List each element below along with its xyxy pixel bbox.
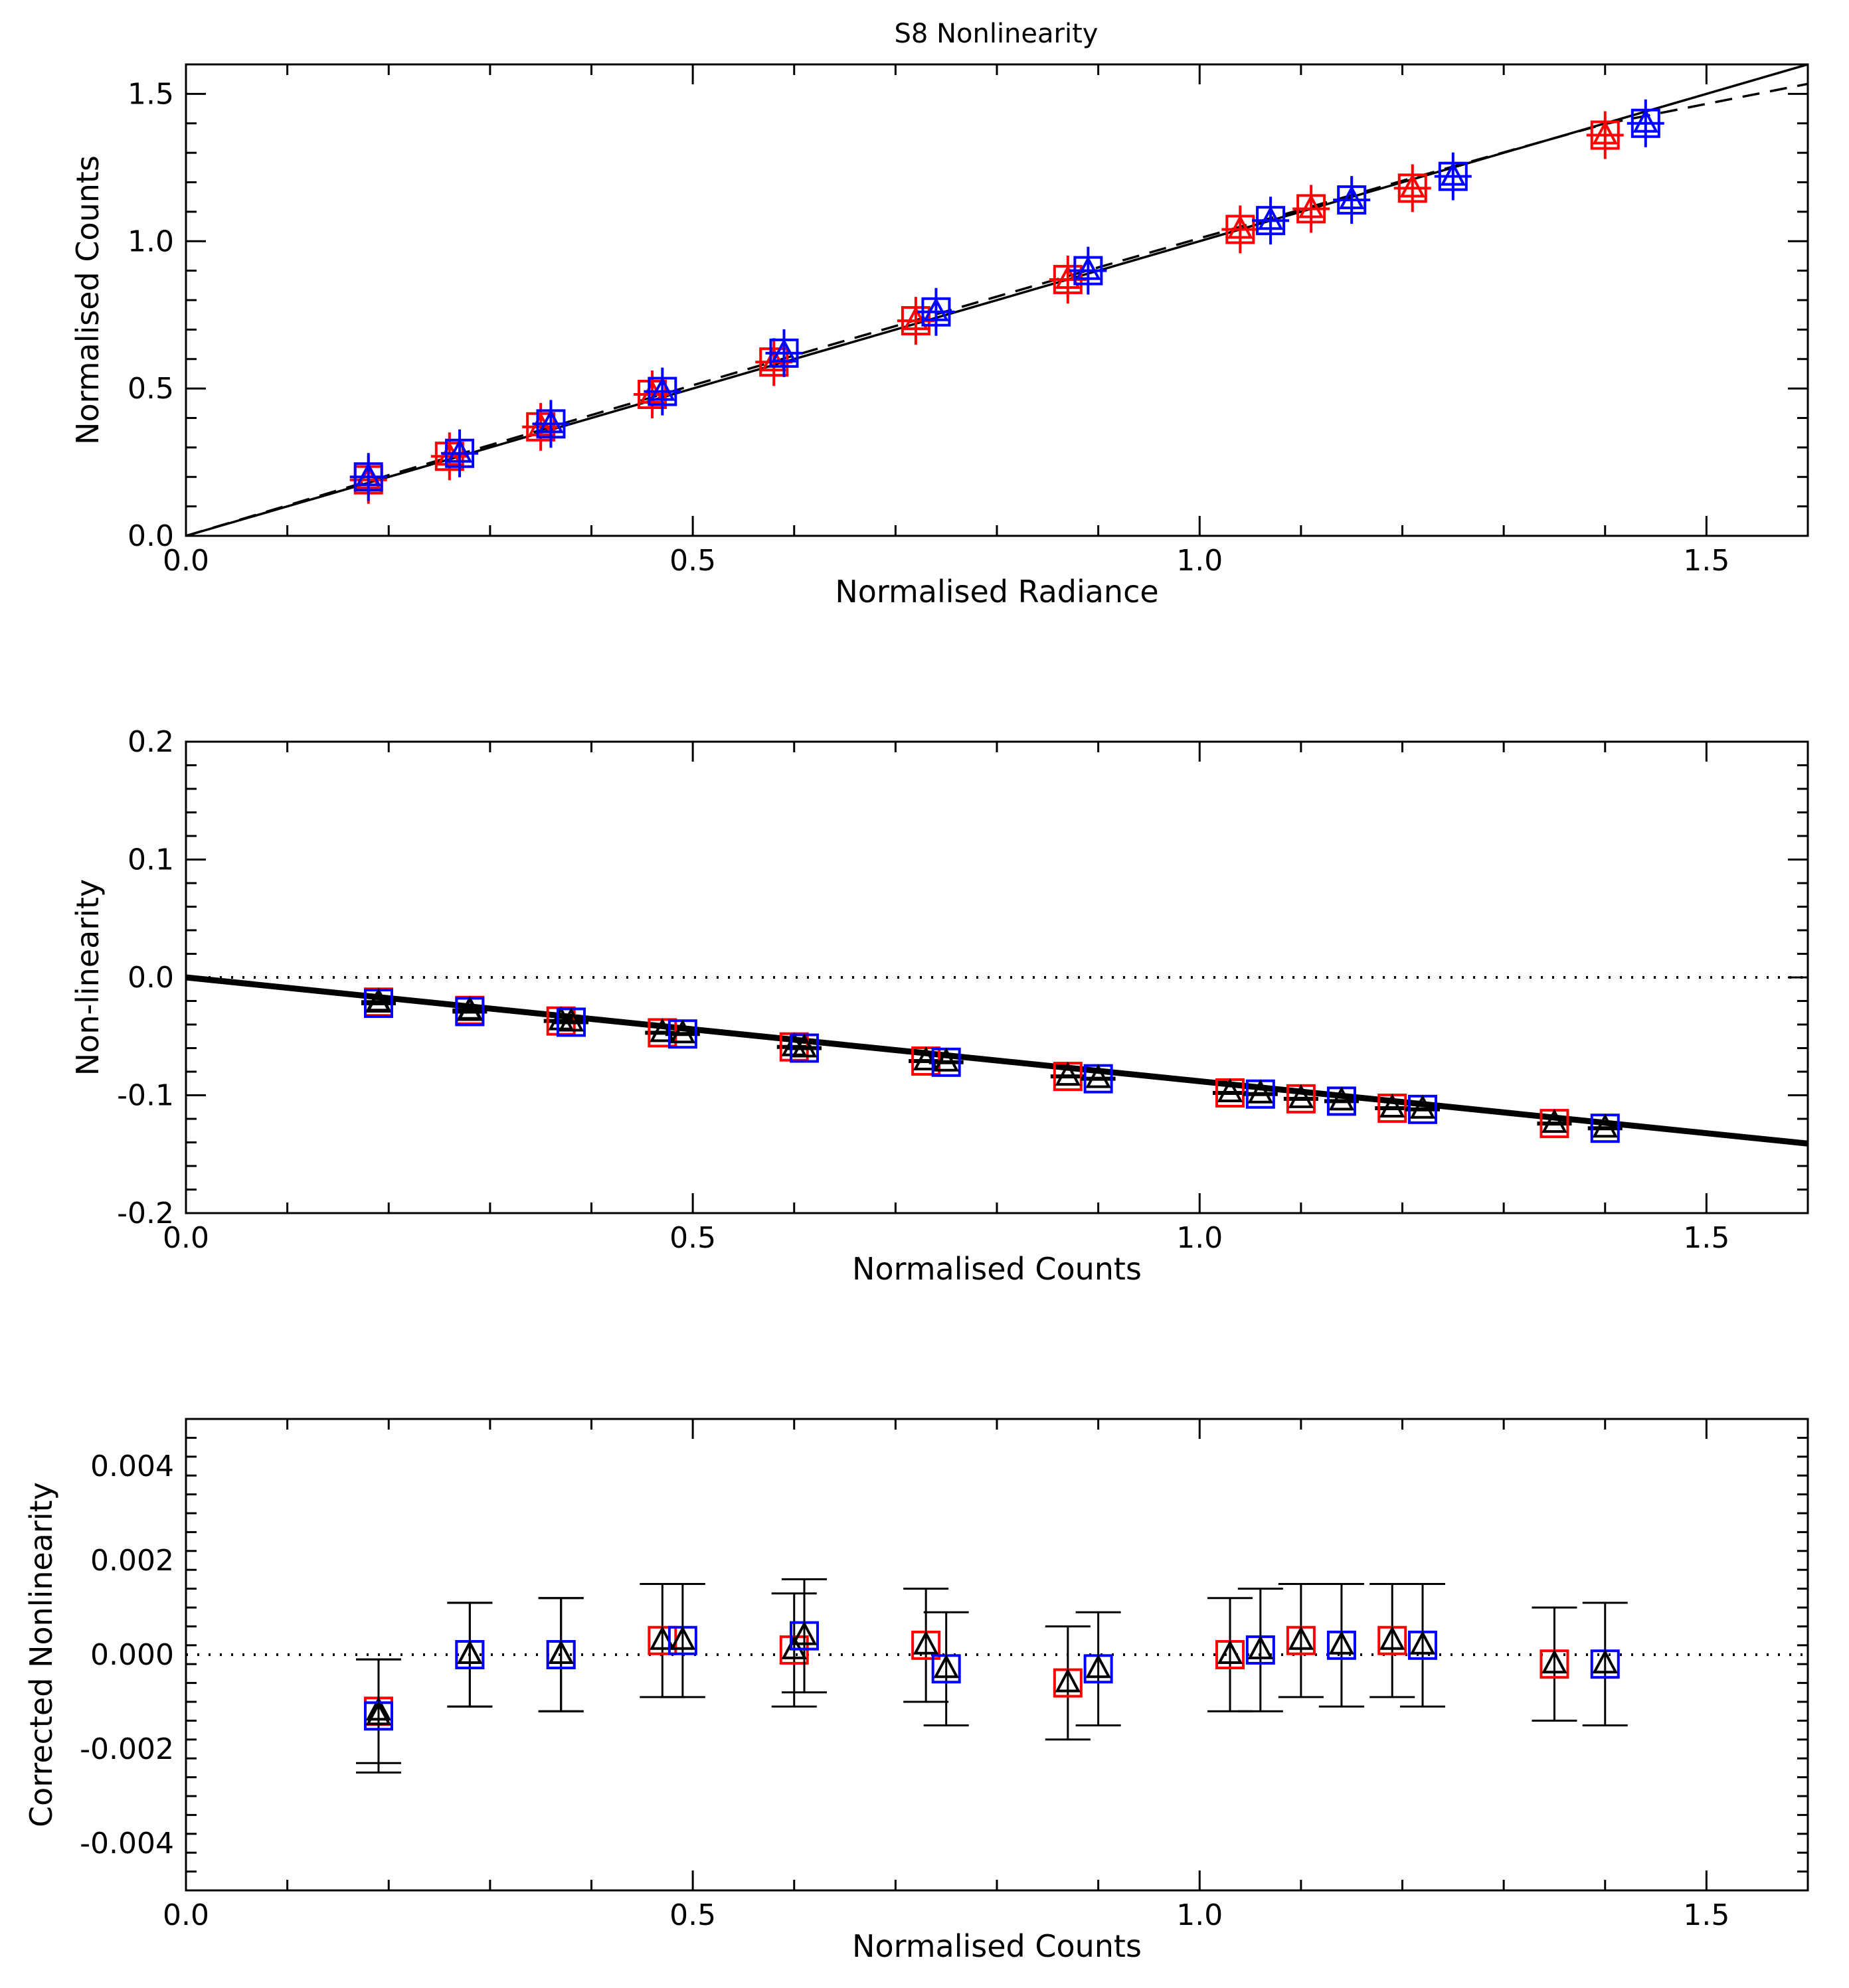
data-point-triangle	[1085, 1064, 1111, 1088]
y-tick-label: 0.2	[128, 725, 174, 759]
x-axis-label: Normalised Counts	[852, 1251, 1142, 1287]
y-tick-label: 0.000	[90, 1638, 174, 1672]
data-point-triangle	[1338, 185, 1365, 210]
y-tick-label: -0.2	[117, 1197, 174, 1230]
data-point-triangle	[1075, 256, 1101, 280]
y-tick-label: 0.1	[128, 843, 174, 877]
x-axis-label: Normalised Radiance	[835, 574, 1158, 610]
data-point-triangle	[1409, 1094, 1436, 1119]
data-point-triangle	[1055, 1668, 1081, 1693]
y-tick-label: 0.004	[90, 1450, 174, 1483]
data-point-triangle	[650, 1018, 675, 1042]
y-tick-label: 0.0	[128, 519, 174, 553]
x-tick-label: 1.5	[1683, 544, 1729, 578]
y-tick-label: 0.002	[90, 1544, 174, 1578]
data-point-triangle	[1288, 1084, 1314, 1108]
data-point-triangle	[669, 1019, 696, 1044]
data-point-triangle	[1217, 1639, 1243, 1664]
data-point-triangle	[791, 1033, 818, 1058]
panel-corrected: 0.0 0.5 1.0 1.5 -0.004 -0.002 0.000 0.002 0.004 N…	[23, 1418, 1809, 1964]
x-tick-label: 1.0	[1176, 1898, 1223, 1932]
x-tick-label: 0.0	[163, 1221, 209, 1255]
data-point-triangle	[1288, 1625, 1314, 1650]
x-tick-label: 0.0	[163, 544, 209, 578]
data-point-triangle	[1399, 173, 1426, 198]
data-point-triangle	[1085, 1654, 1111, 1679]
y-tick-label: 1.0	[128, 224, 174, 258]
data-point-triangle	[1541, 1108, 1567, 1133]
y-tick-label: -0.002	[80, 1732, 174, 1766]
data-point-triangle	[933, 1047, 960, 1072]
data-point-triangle	[1257, 205, 1284, 230]
data-point-triangle	[903, 305, 929, 331]
data-point-triangle	[650, 1625, 675, 1650]
x-tick-label: 1.0	[1176, 1221, 1223, 1255]
y-axis-label: Corrected Nonlinearity	[23, 1482, 59, 1827]
x-tick-label: 1.5	[1683, 1898, 1729, 1932]
x-axis-label: Normalised Counts	[852, 1928, 1142, 1964]
data-point-triangle	[791, 1621, 818, 1645]
data-point-triangle	[538, 409, 564, 434]
data-point-triangle	[1592, 1113, 1619, 1138]
data-point-triangle	[1055, 1061, 1081, 1086]
nonlinear-fit-line	[185, 82, 1808, 537]
data-point-triangle	[1055, 264, 1081, 289]
data-point-triangle	[365, 1701, 392, 1726]
data-point-triangle	[1217, 1078, 1243, 1102]
x-tick-label: 0.5	[669, 1898, 716, 1932]
x-tick-label: 0.0	[163, 1898, 209, 1932]
data-point-triangle	[913, 1046, 939, 1071]
data-point-triangle	[1379, 1625, 1405, 1650]
data-point-triangle	[548, 1639, 574, 1664]
data-point-triangle	[923, 297, 949, 321]
data-point-triangle	[1247, 1635, 1274, 1659]
data-point-triangle	[650, 376, 675, 401]
data-point-triangle	[355, 462, 382, 487]
data-point-triangle	[1227, 214, 1253, 239]
data-point-triangle	[771, 338, 797, 363]
data-point-triangle	[457, 997, 483, 1021]
y-tick-label: -0.1	[117, 1079, 174, 1113]
x-tick-label: 0.5	[669, 544, 716, 578]
y-tick-label: -0.004	[80, 1827, 174, 1861]
fit-line	[185, 974, 1808, 1147]
data-point-triangle	[933, 1654, 960, 1679]
data-point-triangle	[1592, 1649, 1619, 1674]
data-point-triangle	[457, 1639, 483, 1664]
data-point-triangle	[1592, 120, 1619, 145]
data-point-triangle	[1328, 1630, 1355, 1655]
data-point-triangle	[669, 1625, 696, 1650]
data-point-triangle	[1379, 1093, 1405, 1118]
data-point-triangle	[1409, 1630, 1436, 1655]
data-point-triangle	[558, 1007, 584, 1032]
x-tick-label: 1.5	[1683, 1221, 1729, 1255]
x-tick-label: 0.5	[669, 1221, 716, 1255]
y-axis-label: Non-linearity	[70, 879, 106, 1076]
data-point-triangle	[1632, 108, 1659, 133]
x-tick-label: 1.0	[1176, 544, 1223, 578]
y-tick-label: 1.5	[128, 77, 174, 111]
panel-response: 0.0 0.5 1.0 1.5 0.0 0.5 1.0 1.5 Normalised Radia…	[70, 63, 1809, 610]
data-point-triangle	[1247, 1079, 1274, 1104]
y-tick-label: 0.5	[128, 372, 174, 406]
y-axis-label: Normalised Counts	[70, 155, 106, 445]
data-point-triangle	[365, 988, 392, 1013]
data-point-triangle	[446, 438, 473, 463]
panel-nonlinearity: 0.0 0.5 1.0 1.5 -0.2 -0.1 0.0 0.1 0.2 Normalised …	[70, 725, 1809, 1287]
y-tick-label: 0.0	[128, 961, 174, 995]
data-point-triangle	[913, 1630, 939, 1655]
data-point-triangle	[1298, 194, 1324, 218]
data-point-triangle	[1328, 1086, 1355, 1111]
data-point-triangle	[1440, 161, 1466, 186]
data-point-triangle	[1541, 1649, 1567, 1674]
figure-title: S8 Nonlinearity	[895, 19, 1099, 49]
